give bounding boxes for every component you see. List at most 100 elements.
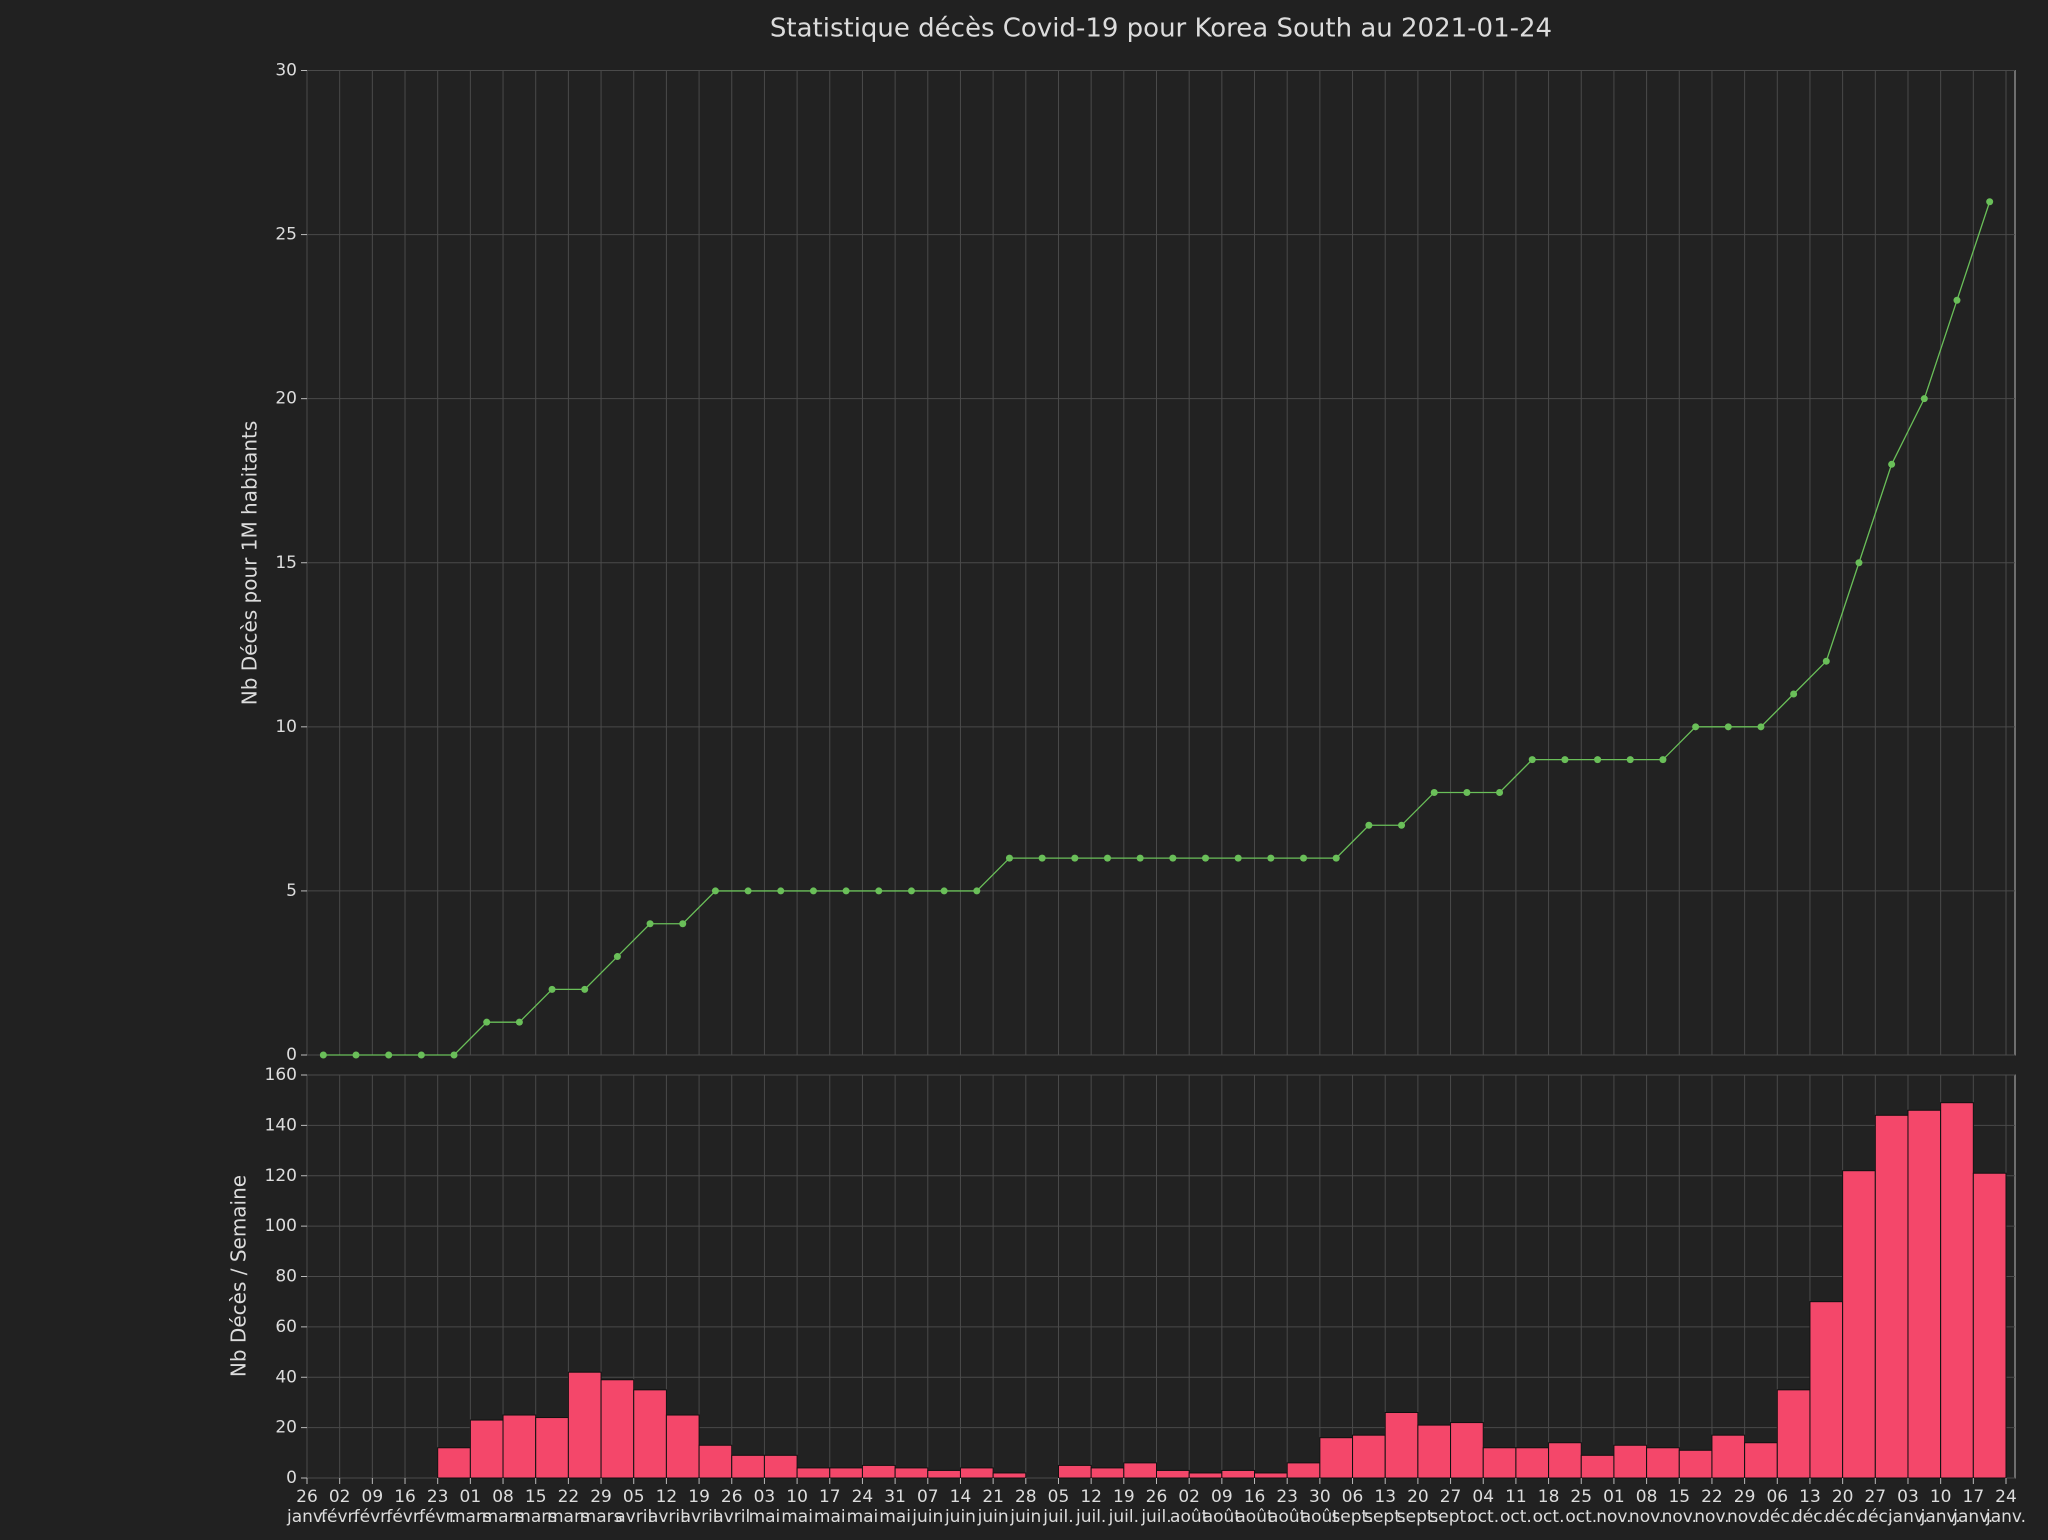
x-tick-label: 16 xyxy=(1244,1487,1266,1507)
x-tick-label: août xyxy=(1301,1507,1340,1527)
x-tick-label: 09 xyxy=(362,1487,384,1507)
point xyxy=(1888,460,1896,468)
x-tick-label: 29 xyxy=(1734,1487,1756,1507)
point xyxy=(581,985,589,993)
y-tick-label: 10 xyxy=(275,717,297,737)
x-tick-label: 17 xyxy=(1963,1487,1985,1507)
x-tick-label: mai xyxy=(749,1507,781,1527)
bar xyxy=(469,1419,504,1479)
x-tick-label: 03 xyxy=(754,1487,776,1507)
point xyxy=(711,887,719,895)
bar xyxy=(1678,1449,1713,1479)
point xyxy=(1332,854,1340,862)
x-tick-label: 02 xyxy=(1178,1487,1200,1507)
x-tick-label: févr. xyxy=(419,1507,456,1527)
bar xyxy=(1580,1454,1615,1479)
x-tick-label: juin xyxy=(1009,1507,1041,1527)
x-tick-label: 06 xyxy=(1342,1487,1364,1507)
bar xyxy=(1744,1442,1778,1479)
y-tick-label: 80 xyxy=(275,1267,297,1287)
x-tick-label: sept. xyxy=(1429,1507,1471,1527)
point xyxy=(907,887,915,895)
x-tick-label: 26 xyxy=(721,1487,743,1507)
x-tick-label: 18 xyxy=(1538,1487,1560,1507)
x-tick-label: oct. xyxy=(1533,1507,1565,1527)
x-tick-label: 31 xyxy=(884,1487,906,1507)
x-tick-label: 29 xyxy=(590,1487,612,1507)
x-tick-label: avril xyxy=(681,1507,718,1527)
x-tick-label: janv. xyxy=(1920,1507,1961,1527)
bar xyxy=(1972,1172,2007,1479)
x-tick-label: juin xyxy=(911,1507,943,1527)
x-tick-label: juil. xyxy=(1042,1507,1073,1527)
x-tick-label: 28 xyxy=(1015,1487,1037,1507)
y-tick-label: 100 xyxy=(265,1216,297,1236)
point xyxy=(1561,756,1569,764)
y-tick-label: 0 xyxy=(286,1468,297,1488)
x-tick-label: 05 xyxy=(623,1487,645,1507)
point xyxy=(1920,395,1928,403)
point xyxy=(515,1018,523,1026)
x-tick-label: janv. xyxy=(286,1507,327,1527)
x-tick-label: 15 xyxy=(1668,1487,1690,1507)
x-tick-label: 26 xyxy=(1146,1487,1168,1507)
point xyxy=(875,887,883,895)
bar xyxy=(861,1464,896,1479)
point xyxy=(973,887,981,895)
x-tick-label: oct. xyxy=(1565,1507,1597,1527)
bar xyxy=(796,1467,831,1479)
x-tick-label: 23 xyxy=(427,1487,449,1507)
point xyxy=(548,985,556,993)
x-tick-label: sept. xyxy=(1331,1507,1373,1527)
x-tick-label: sept. xyxy=(1364,1507,1406,1527)
point xyxy=(1528,756,1536,764)
x-tick-label: 27 xyxy=(1440,1487,1462,1507)
y-tick-label: 60 xyxy=(275,1317,297,1337)
x-tick-label: 10 xyxy=(786,1487,808,1507)
bar xyxy=(1254,1472,1288,1479)
x-tick-label: oct. xyxy=(1467,1507,1499,1527)
x-tick-label: 06 xyxy=(1766,1487,1788,1507)
bar xyxy=(829,1467,863,1479)
x-tick-label: 12 xyxy=(1080,1487,1102,1507)
x-tick-label: mars xyxy=(482,1507,525,1527)
bar xyxy=(1842,1170,1876,1479)
bar xyxy=(1090,1467,1125,1479)
x-tick-label: 24 xyxy=(852,1487,874,1507)
x-tick-label: 10 xyxy=(1930,1487,1952,1507)
point xyxy=(1757,723,1765,731)
bar xyxy=(1809,1301,1844,1479)
x-tick-label: sept. xyxy=(1397,1507,1439,1527)
point xyxy=(646,920,654,928)
point xyxy=(1790,690,1798,698)
bar xyxy=(535,1417,569,1479)
point xyxy=(842,887,850,895)
point xyxy=(1300,854,1308,862)
x-tick-label: mai xyxy=(781,1507,813,1527)
x-tick-label: 27 xyxy=(1864,1487,1886,1507)
bar xyxy=(1874,1114,1909,1479)
point xyxy=(1626,756,1634,764)
y-tick-label: 15 xyxy=(275,553,297,573)
y-tick-label: 0 xyxy=(286,1045,297,1065)
x-tick-label: 19 xyxy=(1113,1487,1135,1507)
x-tick-label: janv. xyxy=(1952,1507,1993,1527)
bar xyxy=(1188,1472,1223,1479)
x-tick-label: nov. xyxy=(1727,1507,1762,1527)
point xyxy=(1822,657,1830,665)
x-tick-label: déc. xyxy=(1792,1507,1828,1527)
bar xyxy=(1711,1434,1746,1479)
point xyxy=(1005,854,1013,862)
bar xyxy=(567,1371,602,1479)
x-tick-label: 23 xyxy=(1276,1487,1298,1507)
bar xyxy=(959,1467,994,1479)
point xyxy=(1267,854,1275,862)
x-tick-label: 13 xyxy=(1374,1487,1396,1507)
point xyxy=(1071,854,1079,862)
bar xyxy=(1450,1422,1484,1479)
bar xyxy=(1776,1389,1811,1479)
bar xyxy=(698,1444,733,1479)
point xyxy=(1724,723,1732,731)
bar xyxy=(1057,1464,1092,1479)
